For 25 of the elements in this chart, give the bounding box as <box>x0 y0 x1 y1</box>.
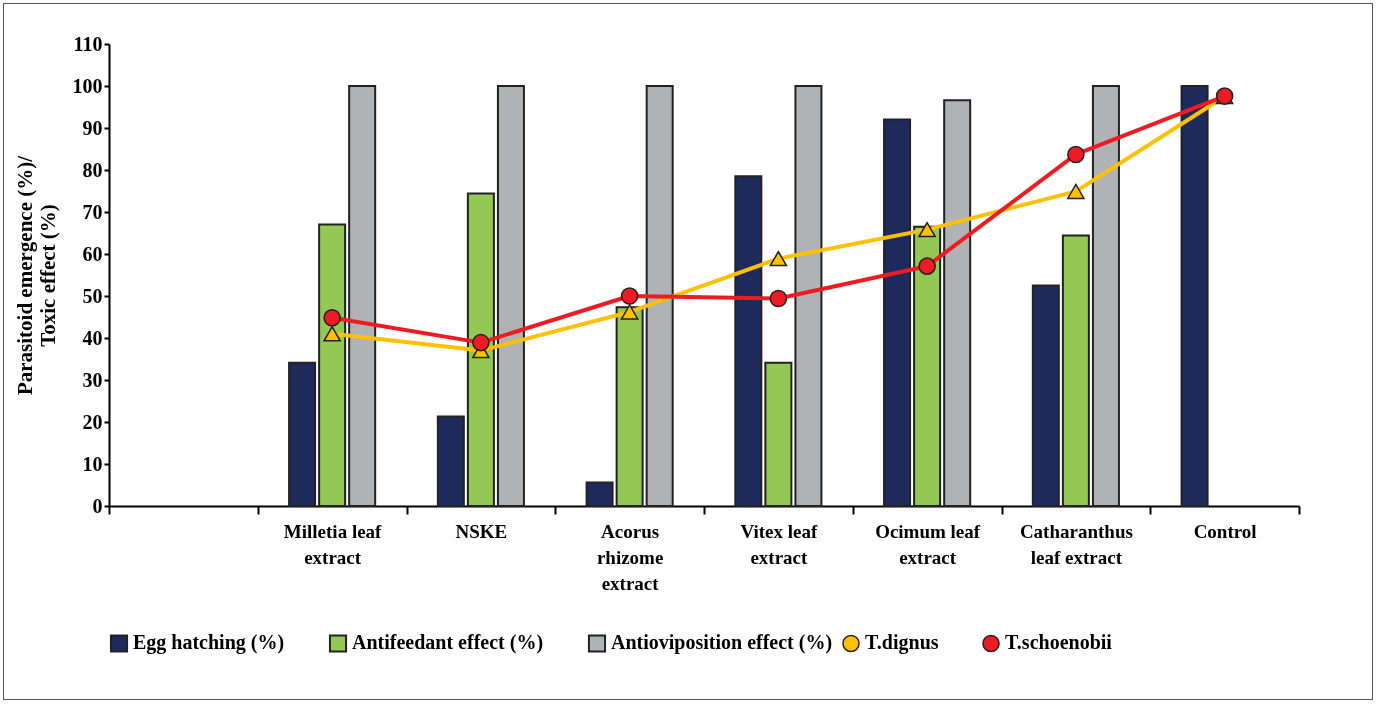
y-tick-label: 70 <box>82 200 103 223</box>
y-tick-label: 60 <box>82 242 103 265</box>
y-tick-label: 20 <box>82 410 103 433</box>
y-axis-title: Parasitoid emergence (%)/ Toxic effect (%) <box>12 154 60 396</box>
x-tick-label: Catharanthus leaf extract <box>1019 520 1133 568</box>
y-tick-label: 30 <box>82 368 103 391</box>
legend-label: T.dignus <box>865 631 939 655</box>
y-tick-label: 110 <box>73 32 103 55</box>
x-tick-label: Vitex leaf extract <box>740 520 818 568</box>
x-tick-label: NSKE <box>455 520 508 542</box>
y-tick-label: 90 <box>82 116 103 139</box>
y-tick-label: 40 <box>82 326 103 349</box>
y-tick-label: 10 <box>82 452 103 475</box>
y-tick-label: 50 <box>82 284 103 307</box>
legend-label: Antifeedant effect (%) <box>352 631 544 655</box>
y-tick-label: 80 <box>82 158 103 181</box>
x-tick-label: Acorus rhizome extract <box>596 520 664 594</box>
y-tick-label: 100 <box>72 74 103 97</box>
x-tick-label: Control <box>1193 520 1257 542</box>
legend-label: Egg hatching (%) <box>133 631 285 655</box>
x-tick-label: Ocimum leaf extract <box>875 520 981 568</box>
y-tick-label: 0 <box>92 494 103 517</box>
x-tick-label: Milletia leaf extract <box>283 520 383 568</box>
legend-label: T.schoenobii <box>1005 631 1113 654</box>
legend-label: Antioviposition effect (%) <box>611 631 833 655</box>
